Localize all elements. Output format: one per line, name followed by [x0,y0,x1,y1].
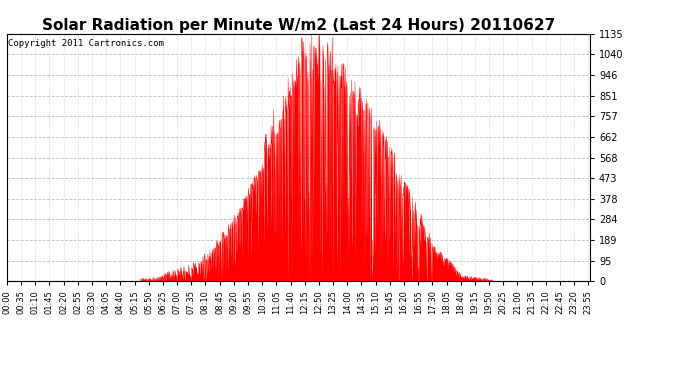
Text: Copyright 2011 Cartronics.com: Copyright 2011 Cartronics.com [8,39,164,48]
Title: Solar Radiation per Minute W/m2 (Last 24 Hours) 20110627: Solar Radiation per Minute W/m2 (Last 24… [42,18,555,33]
